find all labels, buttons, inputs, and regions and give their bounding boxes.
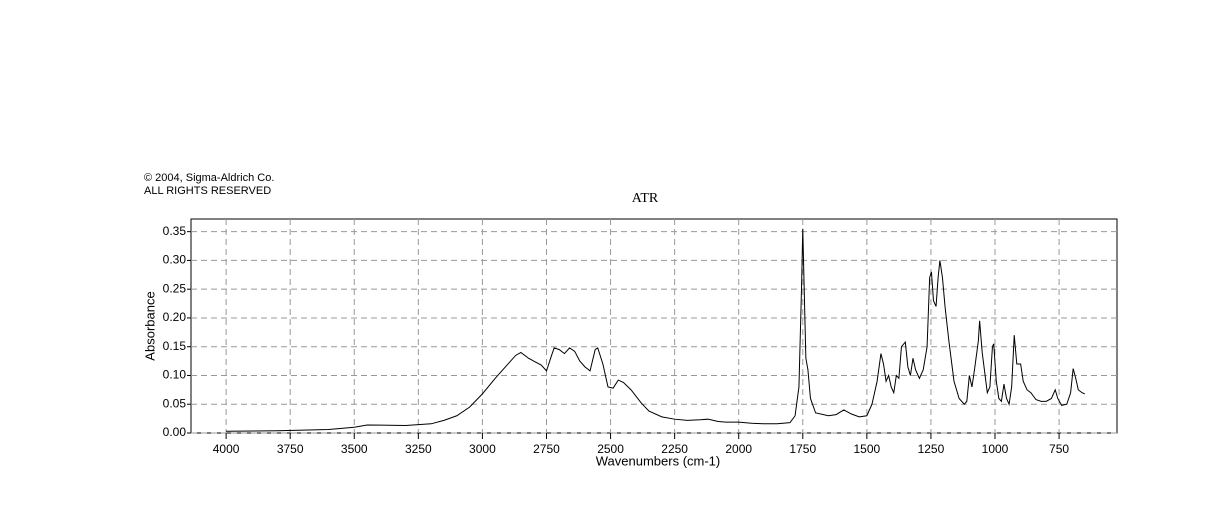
x-tick-label: 1750 — [789, 442, 816, 456]
x-tick-label: 2750 — [533, 442, 560, 456]
y-tick-label: 0.00 — [163, 425, 187, 439]
y-tick-label: 0.05 — [163, 396, 187, 410]
y-tick-label: 0.15 — [163, 339, 187, 353]
y-tick-label: 0.30 — [163, 253, 187, 267]
x-tick-label: 3000 — [469, 442, 496, 456]
x-axis-title: Wavenumbers (cm-1) — [596, 453, 720, 468]
spectrum-line — [226, 228, 1085, 432]
y-tick-label: 0.10 — [163, 368, 187, 382]
x-tick-label: 3750 — [277, 442, 304, 456]
x-tick-label: 1500 — [854, 442, 881, 456]
x-tick-label: 750 — [1049, 442, 1069, 456]
x-tick-label: 1250 — [918, 442, 945, 456]
x-tick-label: 2500 — [597, 442, 624, 456]
y-tick-label: 0.25 — [163, 281, 187, 295]
y-tick-label: 0.35 — [163, 224, 187, 238]
plot-frame — [190, 218, 1118, 434]
chart-title: ATR — [632, 191, 659, 206]
x-tick-label: 2000 — [725, 442, 752, 456]
x-tick-label: 3500 — [341, 442, 368, 456]
x-tick-label: 2250 — [661, 442, 688, 456]
rights: ALL RIGHTS RESERVED — [144, 185, 271, 197]
y-tick-label: 0.20 — [163, 310, 187, 324]
x-tick-label: 4000 — [213, 442, 240, 456]
x-tick-label: 1000 — [982, 442, 1009, 456]
y-axis-title: Absorbance — [142, 291, 157, 360]
x-tick-label: 3250 — [405, 442, 432, 456]
copyright: © 2004, Sigma-Aldrich Co. — [144, 172, 274, 184]
